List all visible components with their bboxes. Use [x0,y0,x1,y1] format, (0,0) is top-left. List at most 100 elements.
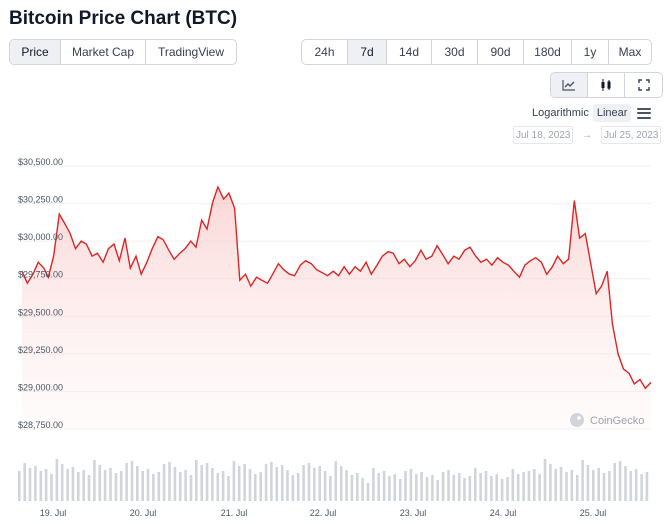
volume-bar [109,468,112,501]
volume-bar [168,462,171,501]
volume-bar [248,469,252,501]
volume-bar [28,468,32,501]
volume-bar [232,461,236,501]
volume-bar [543,459,547,501]
price-area [22,187,651,429]
volume-bar [452,475,456,501]
volume-bar [18,471,21,501]
x-axis-labels: 19. Jul 20. Jul 21. Jul 22. Jul 23. Jul 24. J… [40,508,607,518]
volume-bar [329,476,332,501]
volume-bar [227,476,230,501]
volume-bar [173,467,177,501]
volume-bar [640,474,643,501]
line-chart-icon [562,80,575,91]
volume-bar [356,473,359,501]
range-180d[interactable]: 180d [524,40,572,64]
date-range: → [513,126,661,144]
volume-bar [538,474,541,501]
x-tick-label: 20. Jul [130,508,157,518]
tab-price[interactable]: Price [10,40,61,64]
chart-type-tabs: Price Market Cap TradingView [9,39,237,65]
volume-bar [506,477,509,501]
volume-bar [152,474,155,501]
scale-linear-button[interactable]: Linear [592,104,632,122]
volume-bar [200,465,203,501]
menu-icon[interactable] [637,107,652,119]
line-chart-button[interactable] [551,73,588,97]
fullscreen-button[interactable] [625,73,662,97]
range-90d[interactable]: 90d [478,40,524,64]
date-from-input[interactable] [513,126,573,144]
volume-bar [409,469,413,501]
volume-bar [415,474,418,501]
volume-bar [516,474,520,501]
volume-bar [592,470,595,501]
volume-bar [565,472,568,501]
volume-bar [280,465,284,501]
volume-bar [613,463,616,501]
volume-bar [195,460,198,501]
volume-bar [575,475,579,501]
volume-bar [618,461,622,501]
volume-bar [146,469,150,501]
watermark-text: CoinGecko [590,415,644,427]
y-tick-label: $29,750.00 [18,270,63,280]
volume-bar [237,466,241,501]
volume-bar [602,473,606,501]
x-tick-label: 24. Jul [490,508,517,518]
volume-bar [205,463,209,501]
volume-bar [457,473,461,501]
volume-bar [254,474,257,501]
volume-bar [468,476,472,501]
volume-bar [463,478,466,501]
y-tick-label: $30,500.00 [18,157,63,167]
volume-bar [98,465,102,501]
time-range-tabs: 24h 7d 14d 30d 90d 180d 1y Max [301,39,652,65]
volume-bar [302,465,305,501]
range-24h[interactable]: 24h [302,40,348,64]
date-to-input[interactable] [601,126,661,144]
volume-bar [345,470,348,501]
x-tick-label: 19. Jul [40,508,67,518]
volume-bar [533,469,536,501]
volume-bar [50,474,53,501]
volume-bar [66,469,69,501]
volume-bar [221,471,225,501]
range-max[interactable]: Max [618,45,642,59]
tab-market-cap[interactable]: Market Cap [61,40,146,64]
volume-bar [55,459,59,501]
tab-tradingview[interactable]: TradingView [157,45,225,59]
volume-bar [495,474,498,501]
volume-bar [162,464,166,501]
range-30d[interactable]: 30d [432,40,478,64]
y-tick-label: $28,750.00 [18,420,63,430]
volume-bar [44,469,48,501]
x-tick-label: 25. Jul [580,508,607,518]
scale-logarithmic-button[interactable]: Logarithmic [532,107,589,119]
volume-bar [243,464,246,501]
volume-bar [184,470,187,501]
range-14d[interactable]: 14d [387,40,432,64]
volume-bar [125,463,128,501]
volume-bar [484,471,488,501]
volume-bar [93,460,96,501]
candlestick-button[interactable] [588,73,625,97]
volume-bar [323,471,327,501]
volume-bar [581,460,584,501]
volume-bar [71,467,75,501]
volume-bar [259,472,262,501]
volume-bar [77,472,80,501]
range-7d[interactable]: 7d [348,40,387,64]
volume-bar [382,471,386,501]
volume-bar [141,471,144,501]
date-range-arrow: → [582,129,592,141]
volume-bar [500,479,504,501]
volume-bar [608,471,611,501]
fullscreen-icon [637,79,650,91]
range-1y[interactable]: 1y [572,40,609,64]
volume-bar [216,473,220,501]
volume-bar [275,467,279,501]
x-tick-label: 23. Jul [400,508,427,518]
volume-bar [114,473,118,501]
